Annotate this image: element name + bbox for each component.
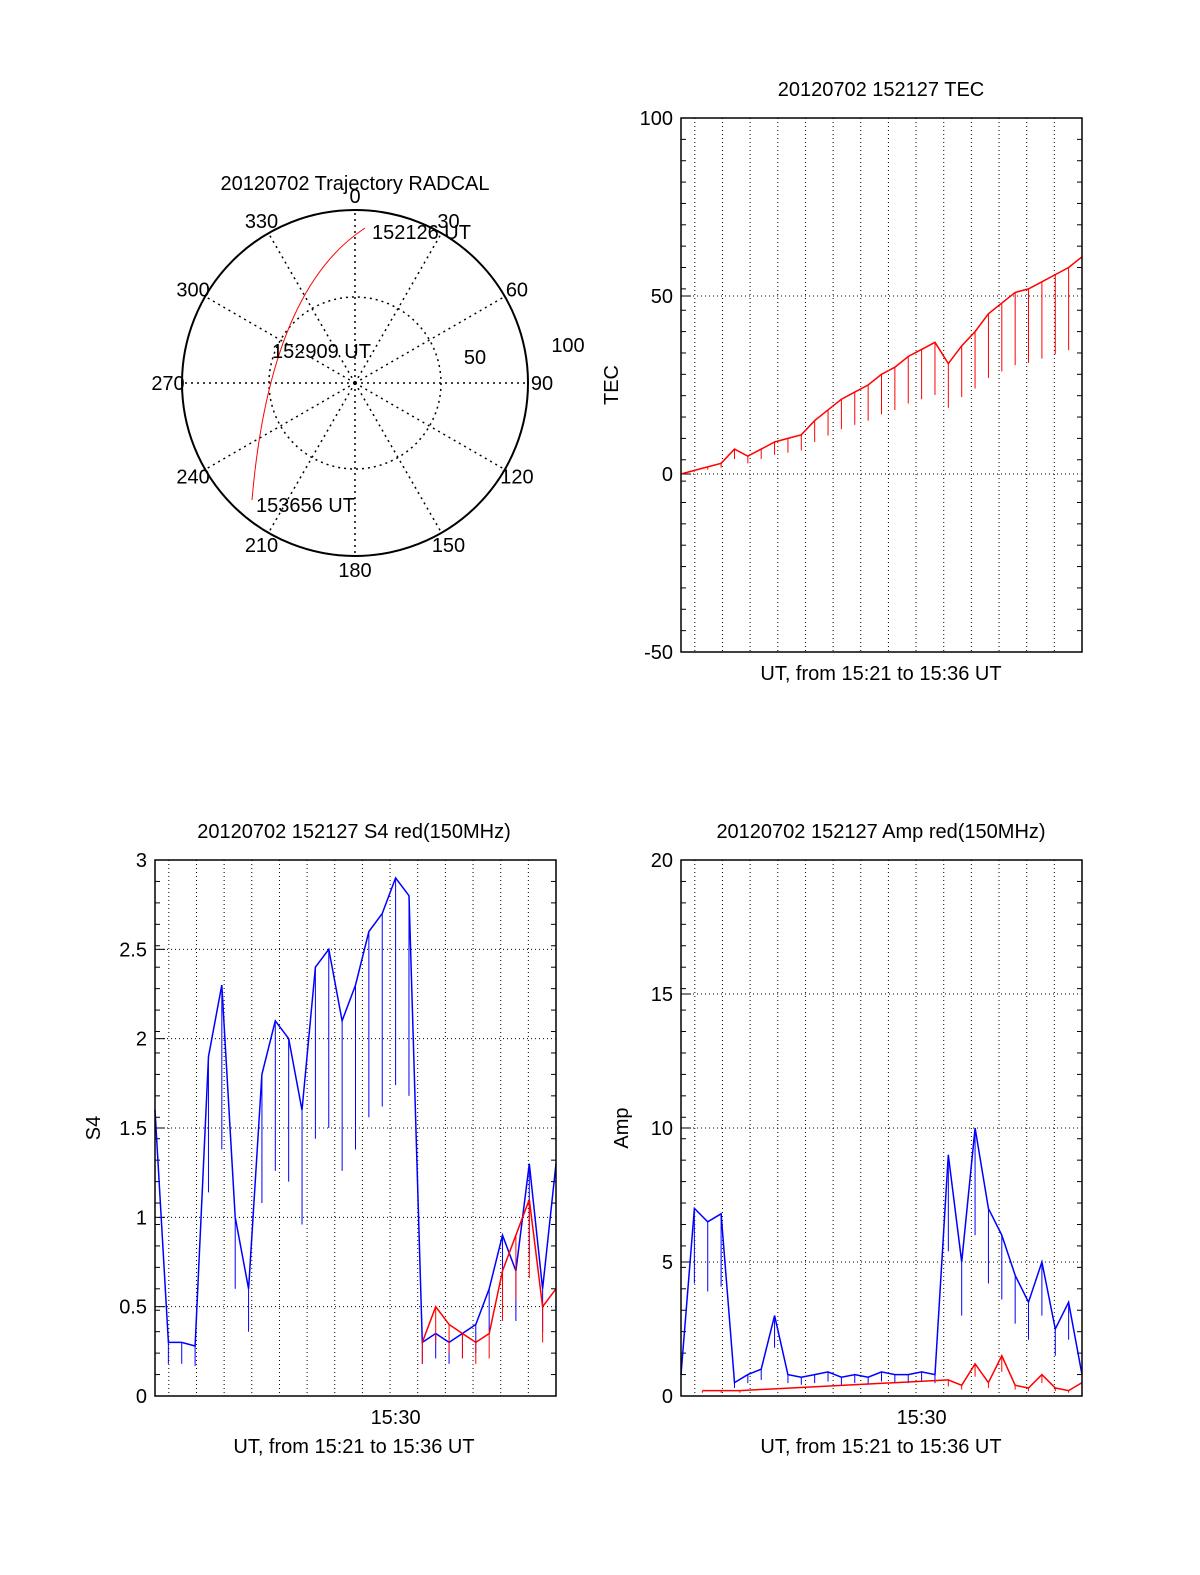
y-tick-label: 100 bbox=[640, 108, 673, 130]
polar-outer-ring bbox=[181, 209, 529, 557]
polar-angle-label: 150 bbox=[432, 535, 465, 557]
y-tick-label: 0 bbox=[136, 1386, 147, 1408]
y-tick-label: 15 bbox=[651, 984, 673, 1006]
polar-trajectory-line bbox=[251, 227, 366, 501]
polar-spoke bbox=[204, 295, 356, 384]
polar-mid-label: 152909 UT bbox=[272, 341, 371, 363]
polar-angle-label: 300 bbox=[176, 280, 209, 302]
polar-spokes bbox=[182, 210, 528, 556]
polar-angle-label: 0 bbox=[349, 186, 360, 208]
y-tick-label: 0.5 bbox=[119, 1297, 147, 1319]
polar-radius-label-100: 100 bbox=[551, 335, 584, 357]
x-tick-label: 15:30 bbox=[897, 1407, 947, 1429]
series-line-0 bbox=[680, 256, 1083, 475]
y-tick-label: 10 bbox=[651, 1118, 673, 1140]
y-tick-label: 3 bbox=[136, 850, 147, 872]
polar-radius-label-50: 50 bbox=[464, 347, 486, 369]
tec-title: 20120702 152127 TEC bbox=[778, 79, 984, 101]
tec-panel: 20120702 152127 TEC UT, from 15:21 to 15… bbox=[601, 79, 1083, 685]
polar-angle-label: 60 bbox=[506, 280, 528, 302]
s4-panel: 20120702 152127 S4 red(150MHz) UT, from … bbox=[83, 821, 557, 1458]
polar-spoke bbox=[267, 232, 356, 384]
amp-ylabel: Amp bbox=[611, 1107, 633, 1148]
amp-panel: 20120702 152127 Amp red(150MHz) UT, from… bbox=[611, 821, 1083, 1458]
polar-angle-label: 330 bbox=[245, 211, 278, 233]
polar-angle-label: 30 bbox=[437, 211, 459, 233]
polar-spoke bbox=[354, 232, 443, 384]
polar-spoke bbox=[204, 382, 356, 471]
amp-title: 20120702 152127 Amp red(150MHz) bbox=[716, 821, 1045, 843]
polar-angle-label: 120 bbox=[500, 467, 533, 489]
y-tick-label: 1 bbox=[136, 1207, 147, 1229]
polar-angle-label: 180 bbox=[338, 560, 371, 582]
polar-title: 20120702 Trajectory RADCAL bbox=[220, 173, 489, 195]
s4-title: 20120702 152127 S4 red(150MHz) bbox=[197, 821, 511, 843]
s4-ylabel: S4 bbox=[83, 1116, 105, 1140]
amp-xlabel: UT, from 15:21 to 15:36 UT bbox=[760, 1436, 1001, 1458]
s4-xlabel: UT, from 15:21 to 15:36 UT bbox=[233, 1436, 474, 1458]
series-line-1 bbox=[702, 1354, 1083, 1392]
polar-angle-label: 240 bbox=[176, 467, 209, 489]
y-tick-label: 2 bbox=[136, 1029, 147, 1051]
polar-start-label: 152126 UT bbox=[372, 222, 471, 244]
x-tick-label: 15:30 bbox=[371, 1407, 421, 1429]
polar-panel: 20120702 Trajectory RADCAL 0 30 60 90 120 150… bbox=[151, 173, 584, 582]
plot-frame bbox=[680, 859, 1083, 1397]
y-tick-label: 0 bbox=[662, 464, 673, 486]
tec-xlabel: UT, from 15:21 to 15:36 UT bbox=[760, 663, 1001, 685]
y-tick-label: 2.5 bbox=[119, 939, 147, 961]
polar-angle-label: 90 bbox=[531, 373, 553, 395]
tec-ylabel: TEC bbox=[601, 365, 623, 405]
polar-spoke bbox=[354, 382, 506, 471]
y-tick-label: 1.5 bbox=[119, 1118, 147, 1140]
y-tick-label: 0 bbox=[662, 1386, 673, 1408]
y-tick-label: 20 bbox=[651, 850, 673, 872]
polar-angle-label: 210 bbox=[245, 535, 278, 557]
plot-frame bbox=[680, 117, 1083, 653]
y-tick-label: -50 bbox=[644, 642, 673, 664]
polar-spoke bbox=[354, 382, 443, 534]
polar-angle-label: 270 bbox=[151, 373, 184, 395]
plot-frame bbox=[154, 859, 557, 1397]
polar-spoke bbox=[267, 382, 356, 534]
series-line-0 bbox=[680, 1127, 1083, 1384]
polar-angle-labels: 0 30 60 90 120 150 180 210 240 270 300 330 bbox=[151, 186, 553, 582]
polar-end-label: 153656 UT bbox=[256, 495, 355, 517]
y-tick-label: 5 bbox=[662, 1252, 673, 1274]
polar-spoke bbox=[354, 295, 506, 384]
y-tick-label: 50 bbox=[651, 286, 673, 308]
